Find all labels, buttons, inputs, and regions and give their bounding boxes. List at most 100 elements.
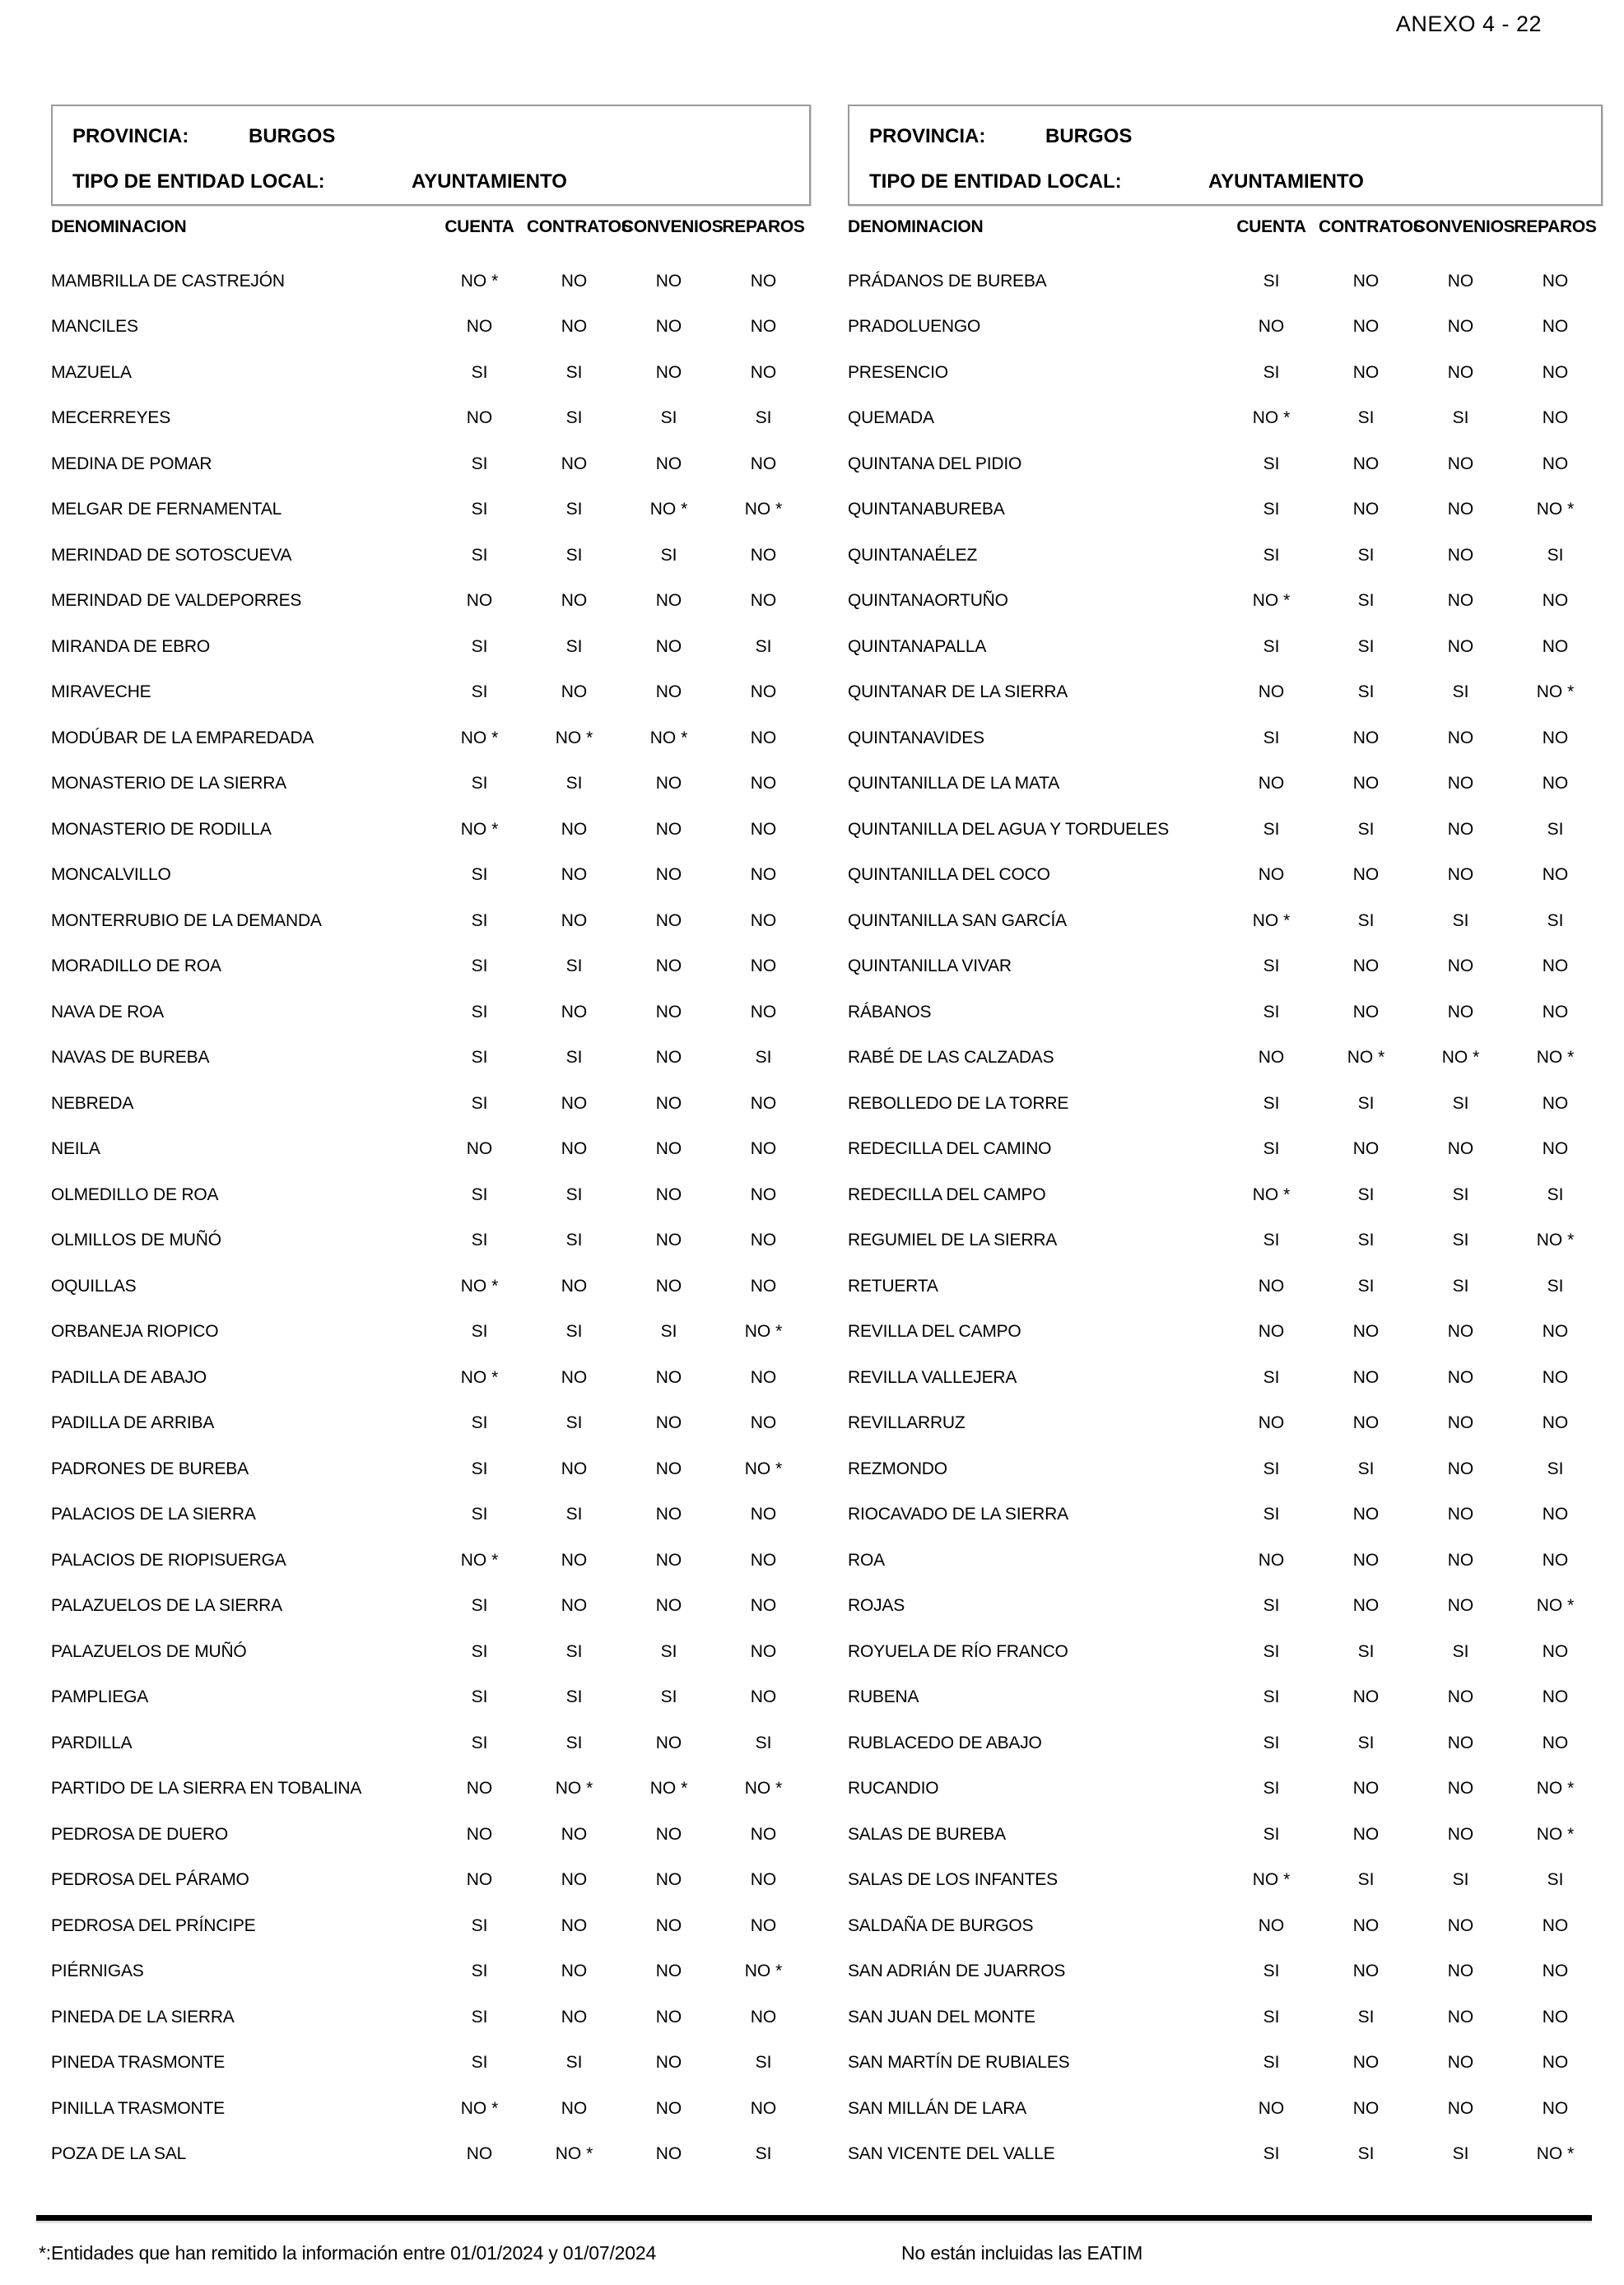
cell-contratos: NO [561, 2007, 588, 2027]
cell-reparos: NO [1542, 1002, 1569, 1022]
cell-contratos: SI [565, 774, 583, 793]
cell-reparos: SI [1547, 1184, 1564, 1204]
cell-convenios: NO [1447, 2098, 1474, 2118]
cell-cuenta: NO * [460, 271, 499, 291]
table-row: PRESENCIO SI NO NO NO [848, 350, 1603, 396]
table-row: PADRONES DE BUREBA SI NO NO NO * [51, 1446, 811, 1492]
cell-cuenta: SI [471, 1641, 488, 1661]
cell-cuenta: NO [1258, 1322, 1285, 1342]
table-row: MONTERRUBIO DE LA DEMANDA SI NO NO NO [51, 898, 811, 944]
table-row: MONASTERIO DE LA SIERRA SI SI NO NO [51, 761, 811, 807]
cell-reparos: SI [1547, 1870, 1564, 1890]
cell-reparos: NO [750, 317, 777, 337]
cell-reparos: SI [1547, 545, 1564, 565]
cell-reparos: NO [1542, 1413, 1569, 1433]
cell-reparos: NO [750, 271, 777, 291]
reparos-header: REPAROS [1514, 217, 1597, 236]
cell-reparos: NO [750, 1231, 777, 1250]
cell-cuenta: NO [466, 1870, 493, 1890]
municipality-name: QUINTANAORTUÑO [848, 591, 1008, 611]
cell-cuenta: NO [1258, 865, 1285, 885]
municipality-name: PINEDA DE LA SIERRA [51, 2007, 235, 2027]
cell-reparos: NO [750, 1139, 777, 1159]
cell-cuenta: NO [466, 1139, 493, 1159]
municipality-name: OLMILLOS DE MUÑÓ [51, 1231, 221, 1250]
cell-cuenta: SI [471, 1915, 488, 1935]
cell-reparos: NO [750, 1002, 777, 1022]
cell-reparos: SI [1547, 1276, 1564, 1296]
cell-convenios: SI [660, 1322, 677, 1342]
cell-convenios: NO [655, 1413, 682, 1433]
municipality-name: RUBLACEDO DE ABAJO [848, 1733, 1042, 1752]
cell-contratos: NO * [555, 728, 593, 747]
cell-cuenta: SI [1263, 956, 1280, 976]
provincia-value: BURGOS [1045, 125, 1133, 147]
cell-contratos: NO [561, 591, 588, 611]
cell-cuenta: SI [1263, 271, 1280, 291]
table-row: POZA DE LA SAL NO NO * NO SI [51, 2132, 811, 2178]
cell-convenios: NO [655, 774, 682, 793]
table-row: RUCANDIO SI NO NO NO * [848, 1766, 1603, 1813]
table-row: PEDROSA DE DUERO NO NO NO NO [51, 1812, 811, 1858]
reparos-header: REPAROS [722, 217, 805, 236]
cell-convenios: NO [655, 2144, 682, 2164]
municipality-name: PRADOLUENGO [848, 317, 981, 337]
cell-convenios: NO [1447, 1596, 1474, 1616]
cell-convenios: NO * [1441, 1048, 1480, 1068]
table-row: MERINDAD DE VALDEPORRES NO NO NO NO [51, 579, 811, 625]
cell-contratos: SI [1357, 2144, 1375, 2164]
cell-convenios: NO [1447, 362, 1474, 382]
cell-convenios: NO [655, 271, 682, 291]
cell-contratos: SI [565, 1733, 583, 1752]
municipality-name: MANCILES [51, 317, 138, 337]
cell-cuenta: NO [1258, 1276, 1285, 1296]
municipality-name: RABÉ DE LAS CALZADAS [848, 1048, 1054, 1068]
cell-convenios: NO [655, 362, 682, 382]
table-row: QUINTANILLA VIVAR SI NO NO NO [848, 944, 1603, 990]
municipality-name: RETUERTA [848, 1276, 938, 1296]
cell-cuenta: NO [466, 408, 493, 428]
cell-convenios: NO [655, 956, 682, 976]
cell-convenios: NO [1447, 1687, 1474, 1707]
cell-contratos: NO [1352, 362, 1380, 382]
table-row: PALAZUELOS DE MUÑÓ SI SI SI NO [51, 1629, 811, 1675]
table-row: PINEDA DE LA SIERRA SI NO NO NO [51, 1994, 811, 2041]
cell-cuenta: SI [471, 1596, 488, 1616]
table-row: RÁBANOS SI NO NO NO [848, 989, 1603, 1035]
cell-convenios: NO [1447, 1413, 1474, 1433]
municipality-name: PARDILLA [51, 1733, 133, 1752]
cell-reparos: NO [750, 1596, 777, 1616]
cell-contratos: NO [1352, 1505, 1380, 1524]
municipality-name: NEILA [51, 1139, 100, 1159]
cell-reparos: SI [755, 636, 772, 656]
panel-right: PROVINCIA: BURGOS TIPO DE ENTIDAD LOCAL:… [848, 105, 1603, 2177]
municipality-name: REBOLLEDO DE LA TORRE [848, 1093, 1069, 1113]
cell-contratos: SI [565, 1505, 583, 1524]
table-row: RUBENA SI NO NO NO [848, 1675, 1603, 1721]
cell-contratos: NO [1352, 1413, 1380, 1433]
table-row: PADILLA DE ARRIBA SI SI NO NO [51, 1401, 811, 1447]
convenios-header: CONVENIOS [621, 217, 724, 236]
municipality-name: NEBREDA [51, 1093, 134, 1113]
cell-reparos: NO [750, 1824, 777, 1844]
footnote-eatim: No están incluidas las EATIM [901, 2242, 1143, 2264]
cell-cuenta: SI [471, 1231, 488, 1250]
cell-contratos: NO * [555, 1779, 593, 1799]
cell-cuenta: SI [471, 1733, 488, 1752]
cell-reparos: NO [750, 591, 777, 611]
table-row: QUINTANA DEL PIDIO SI NO NO NO [848, 441, 1603, 487]
cell-convenios: NO [655, 1870, 682, 1890]
cell-cuenta: SI [1263, 2144, 1280, 2164]
cell-cuenta: SI [471, 910, 488, 930]
cell-reparos: SI [755, 2053, 772, 2073]
cell-contratos: NO [1352, 317, 1380, 337]
cell-convenios: NO [1447, 1824, 1474, 1844]
cell-cuenta: SI [471, 1093, 488, 1113]
cell-convenios: NO [1447, 1002, 1474, 1022]
table-row: PALACIOS DE LA SIERRA SI SI NO NO [51, 1492, 811, 1538]
cell-contratos: NO [1352, 1550, 1380, 1570]
cell-reparos: NO * [1536, 1596, 1575, 1616]
cell-reparos: NO [1542, 362, 1569, 382]
municipality-name: OQUILLAS [51, 1276, 137, 1296]
cell-cuenta: SI [1263, 1962, 1280, 1981]
